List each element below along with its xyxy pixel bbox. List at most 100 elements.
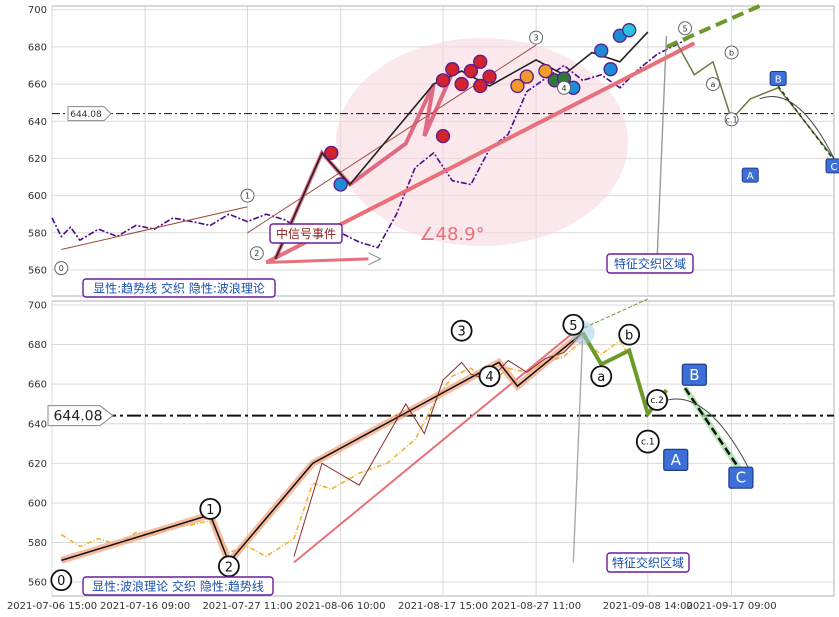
bottom-box-label (663, 448, 689, 471)
top-wave-label-circle (240, 188, 255, 203)
top-wave-marker (454, 76, 469, 92)
bottom-wave-label: c.1 (641, 438, 655, 448)
bottom-y-tick-label: 640 (28, 419, 47, 430)
top-legend-box: 显性:趋势线 交织 隐性:波浪理论 (93, 280, 265, 295)
top-y-tick-label: 620 (28, 154, 47, 165)
bottom-inner-wave (293, 332, 584, 557)
bottom-wave-label: 0 (57, 574, 65, 589)
bottom-wave-label: c.2 (650, 396, 664, 406)
top-y-tick-label: 560 (28, 265, 47, 276)
bottom-zone-label-box (606, 552, 690, 573)
top-wave-marker (473, 78, 488, 94)
top-wave-marker (435, 128, 451, 144)
bottom-legend-box: 显性:波浪理论 交织 隐性:趋势线 (92, 578, 264, 593)
x-tick-label: 2021-09-17 09:00 (687, 601, 777, 612)
top-wave-label-circle (249, 246, 264, 261)
bottom-wave-label-circle (562, 313, 585, 336)
bottom-wave-label: b (625, 329, 633, 344)
top-wave-marker (510, 78, 525, 94)
bottom-wave-label: 5 (569, 319, 577, 334)
top-reference-label: 644.08 (70, 110, 102, 120)
top-wave-marker (333, 177, 348, 192)
top-box-label-text: B (775, 75, 782, 86)
top-wave-label-circle (724, 45, 739, 60)
top-wave-marker (519, 69, 534, 84)
bottom-y-tick-label: 560 (28, 578, 47, 589)
top-y-tick-label: 680 (28, 42, 47, 53)
x-tick-label: 2021-07-06 15:00 (7, 601, 97, 612)
top-correction-path (675, 40, 835, 159)
top-y-tick-label: 660 (28, 80, 47, 91)
top-reference-arrow (67, 106, 112, 122)
bottom-y-tick-label: 680 (28, 340, 47, 351)
top-wave-label: a (711, 80, 716, 89)
top-box-label (741, 167, 759, 183)
bottom-wave-label: 1 (206, 503, 214, 518)
top-wave-marker (538, 63, 553, 79)
bottom-wave-label: 2 (225, 560, 233, 575)
bottom-wave-label: a (597, 370, 605, 385)
bottom-wave-label-circle (646, 389, 669, 411)
x-tick-label: 2021-07-16 09:00 (100, 601, 190, 612)
top-wave-marker (603, 62, 618, 77)
top-y-tick-label: 580 (28, 228, 47, 239)
bottom-wave-label-circle (590, 365, 613, 388)
top-y-tick-label: 640 (28, 117, 47, 128)
top-legend-box-box (82, 278, 276, 298)
bottom-trendline (293, 331, 574, 564)
top-y-tick-label: 700 (28, 5, 47, 16)
top-wave-marker (324, 145, 339, 161)
x-tick-label: 2021-07-27 11:00 (202, 601, 292, 612)
top-wave-label: c.1 (726, 115, 738, 124)
top-correction-arc (759, 95, 835, 159)
bottom-wave-label: 3 (457, 325, 465, 340)
x-tick-label: 2021-09-08 14:00 (603, 601, 693, 612)
bottom-wave-label-circle (199, 497, 222, 520)
bottom-wave-highlight (60, 329, 585, 570)
bottom-wave-label-circle (50, 569, 73, 592)
x-tick-label: 2021-08-27 11:00 (491, 601, 581, 612)
top-box-label-text: A (747, 171, 754, 182)
top-wave-marker (435, 73, 451, 88)
bottom-y-tick-label: 620 (28, 459, 47, 470)
top-box-label (769, 71, 787, 86)
top-correction-dash (777, 85, 835, 161)
bottom-wave-label-circle (618, 323, 641, 346)
top-wave-label: 2 (254, 249, 259, 258)
top-wave-marker (463, 63, 479, 79)
top-focus-ellipse (336, 38, 628, 246)
bottom-wave-label: 4 (485, 370, 493, 385)
bottom-zone-label: 特征交织区域 (612, 555, 684, 570)
bottom-wave-label-circle (478, 365, 501, 388)
top-box-label-text: C (831, 162, 838, 173)
bottom-reference-label: 644.08 (54, 409, 103, 425)
top-y-tick-label: 600 (28, 191, 47, 202)
top-angle-base (266, 257, 369, 265)
bottom-box-label-text: C (736, 469, 746, 487)
top-wave-label-circle (678, 21, 693, 36)
bottom-box-label-text: B (689, 366, 699, 384)
top-event-label-box (269, 223, 343, 244)
top-wave-marker (622, 23, 637, 38)
bottom-y-tick-label: 580 (28, 538, 47, 549)
bottom-zone-arrow (572, 336, 584, 563)
top-wave-label: 4 (561, 84, 566, 93)
top-zone-arrow (656, 35, 668, 259)
x-tick-label: 2021-08-17 15:00 (398, 601, 488, 612)
bottom-box-label-text: A (671, 451, 682, 469)
top-wave-marker (482, 69, 497, 84)
x-tick-label: 2021-08-06 10:00 (296, 601, 386, 612)
top-angle-label: ∠48.9° (419, 224, 484, 245)
top-trendline-1 (61, 206, 248, 251)
bottom-wave-label-circle (450, 319, 473, 342)
bottom-y-tick-label: 600 (28, 498, 47, 509)
top-zone-label-box (606, 253, 694, 274)
top-wave-label: 0 (59, 264, 64, 273)
top-wave-marker (594, 43, 609, 58)
top-wave-label: b (729, 48, 734, 57)
top-event-label: 中信号事件 (276, 226, 336, 241)
top-price-series (51, 34, 695, 249)
bottom-wave-label-circle (635, 429, 660, 454)
top-wave-label-circle (724, 112, 739, 127)
